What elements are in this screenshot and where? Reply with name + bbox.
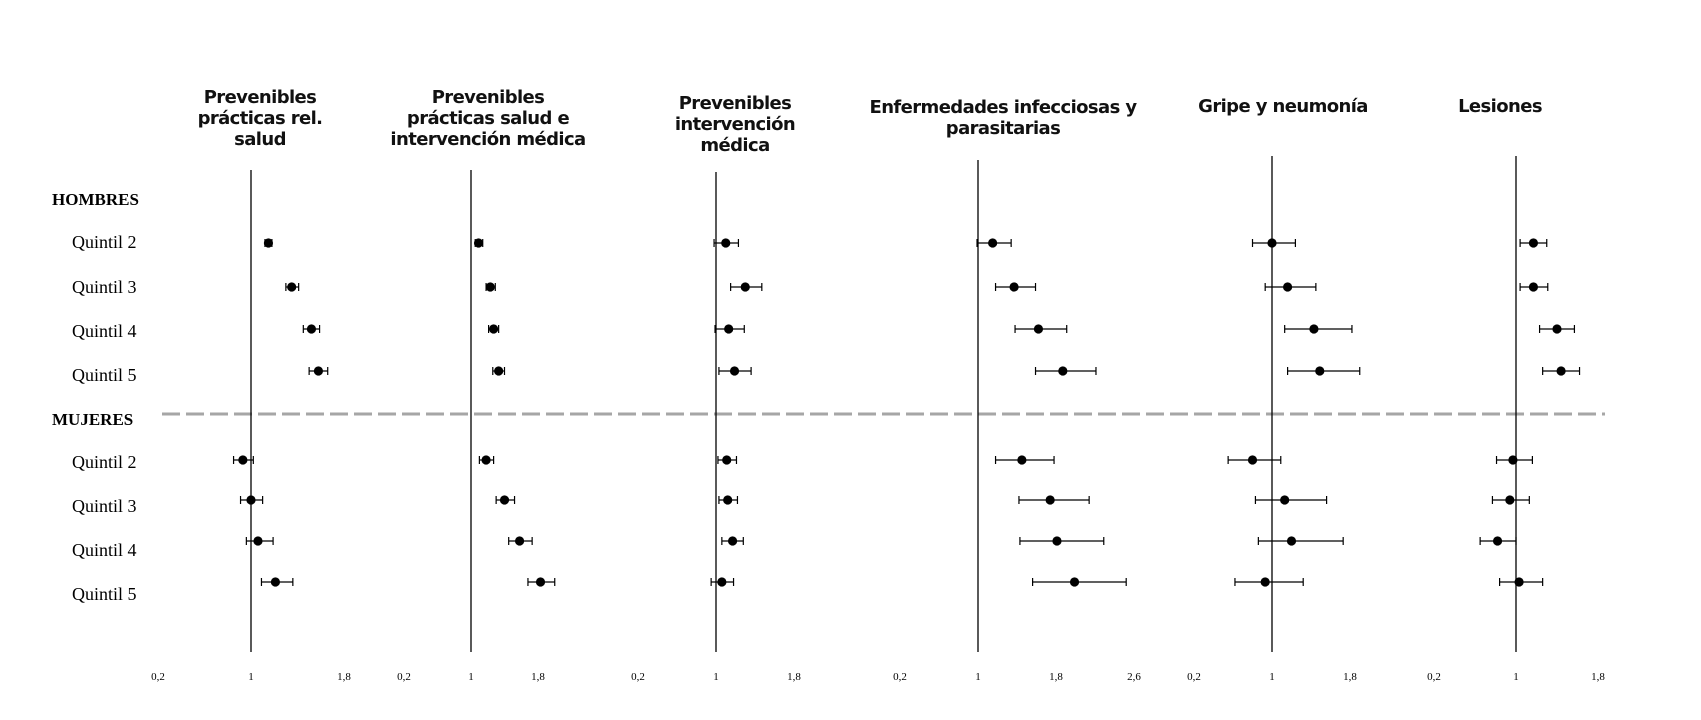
point-panel-0-row-1 <box>287 282 297 292</box>
point-panel-2-row-2 <box>724 324 734 334</box>
point-panel-1-row-6 <box>514 536 525 546</box>
tick-label-panel-5-2: 1,8 <box>1591 671 1605 683</box>
point-panel-3-row-3 <box>1058 366 1068 376</box>
group-label-hombres: HOMBRES <box>52 190 139 209</box>
point-panel-1-row-0 <box>473 238 484 248</box>
row-label-mujeres-q5: Quintil 5 <box>72 584 137 604</box>
panel-title-3: Enfermedades infecciosas y parasitarias <box>869 97 1138 139</box>
tick-label-panel-3-2: 1,8 <box>1049 671 1063 683</box>
point-panel-1-row-2 <box>489 324 499 334</box>
point-panel-5-row-6 <box>1492 536 1503 546</box>
point-panel-4-row-2 <box>1309 324 1319 334</box>
panel-title-1: Prevenibles prácticas salud e intervenci… <box>390 87 586 150</box>
point-panel-0-row-6 <box>253 536 263 546</box>
row-label-hombres-q5: Quintil 5 <box>72 365 137 385</box>
point-panel-3-row-6 <box>1052 536 1062 546</box>
tick-label-panel-2-2: 1,8 <box>787 671 801 683</box>
tick-label-panel-2-1: 1 <box>713 671 719 683</box>
point-panel-5-row-5 <box>1505 495 1515 505</box>
point-panel-0-row-7 <box>270 577 281 587</box>
point-panel-5-row-0 <box>1528 238 1539 248</box>
point-panel-5-row-7 <box>1514 577 1524 587</box>
row-label-mujeres-q4: Quintil 4 <box>72 540 137 560</box>
tick-label-panel-2-0: 0,2 <box>631 671 645 683</box>
tick-label-panel-0-2: 1,8 <box>337 671 351 683</box>
tick-label-panel-1-1: 1 <box>468 671 474 683</box>
point-panel-3-row-2 <box>1033 324 1044 334</box>
point-panel-3-row-0 <box>988 238 998 248</box>
tick-label-panel-4-1: 1 <box>1269 671 1275 683</box>
tick-label-panel-1-2: 1,8 <box>531 671 545 683</box>
tick-label-panel-0-1: 1 <box>248 671 254 683</box>
tick-label-panel-4-0: 0,2 <box>1187 671 1201 683</box>
point-panel-2-row-3 <box>729 366 740 376</box>
point-panel-0-row-2 <box>306 324 317 334</box>
row-label-hombres-q3: Quintil 3 <box>72 277 137 297</box>
point-panel-3-row-7 <box>1069 577 1080 587</box>
tick-label-panel-3-3: 2,6 <box>1127 671 1141 683</box>
row-label-hombres-q4: Quintil 4 <box>72 321 137 341</box>
point-panel-2-row-5 <box>723 495 733 505</box>
point-panel-4-row-4 <box>1247 455 1258 465</box>
point-panel-4-row-6 <box>1286 536 1297 546</box>
tick-label-panel-3-1: 1 <box>975 671 981 683</box>
point-panel-4-row-1 <box>1283 282 1293 292</box>
row-label-mujeres-q3: Quintil 3 <box>72 496 137 516</box>
point-panel-2-row-0 <box>721 238 731 248</box>
point-panel-2-row-4 <box>722 455 732 465</box>
tick-label-panel-1-0: 0,2 <box>397 671 411 683</box>
tick-label-panel-5-1: 1 <box>1513 671 1519 683</box>
tick-label-panel-3-0: 0,2 <box>893 671 907 683</box>
point-panel-0-row-5 <box>246 495 256 505</box>
point-panel-4-row-7 <box>1260 577 1270 587</box>
point-panel-3-row-4 <box>1017 455 1027 465</box>
point-panel-0-row-4 <box>238 455 248 465</box>
tick-label-panel-5-0: 0,2 <box>1427 671 1441 683</box>
point-panel-1-row-3 <box>494 366 504 376</box>
panel-title-2: Prevenibles intervención médica <box>674 93 796 156</box>
point-panel-0-row-0 <box>263 238 274 248</box>
tick-label-panel-0-0: 0,2 <box>151 671 165 683</box>
point-panel-1-row-4 <box>481 455 491 465</box>
group-label-mujeres: MUJERES <box>52 410 134 429</box>
point-panel-5-row-1 <box>1528 282 1539 292</box>
point-panel-4-row-5 <box>1280 495 1290 505</box>
point-panel-3-row-1 <box>1009 282 1019 292</box>
panel-title-0: Prevenibles prácticas rel. salud <box>197 87 323 150</box>
point-panel-5-row-4 <box>1508 455 1518 465</box>
point-panel-0-row-3 <box>313 366 324 376</box>
point-panel-5-row-2 <box>1552 324 1562 334</box>
point-panel-2-row-7 <box>717 577 727 587</box>
point-panel-4-row-0 <box>1267 238 1277 248</box>
point-panel-3-row-5 <box>1045 495 1055 505</box>
tick-label-panel-4-2: 1,8 <box>1343 671 1357 683</box>
point-panel-2-row-6 <box>727 536 738 546</box>
panel-title-4: Gripe y neumonía <box>1198 96 1368 117</box>
point-panel-4-row-3 <box>1315 366 1325 376</box>
panel-title-5: Lesiones <box>1458 96 1542 117</box>
row-label-mujeres-q2: Quintil 2 <box>72 452 137 472</box>
point-panel-1-row-7 <box>535 577 546 587</box>
point-panel-5-row-3 <box>1556 366 1566 376</box>
point-panel-2-row-1 <box>740 282 750 292</box>
point-panel-1-row-1 <box>485 282 495 292</box>
point-panel-1-row-5 <box>499 495 510 505</box>
row-label-hombres-q2: Quintil 2 <box>72 232 137 252</box>
